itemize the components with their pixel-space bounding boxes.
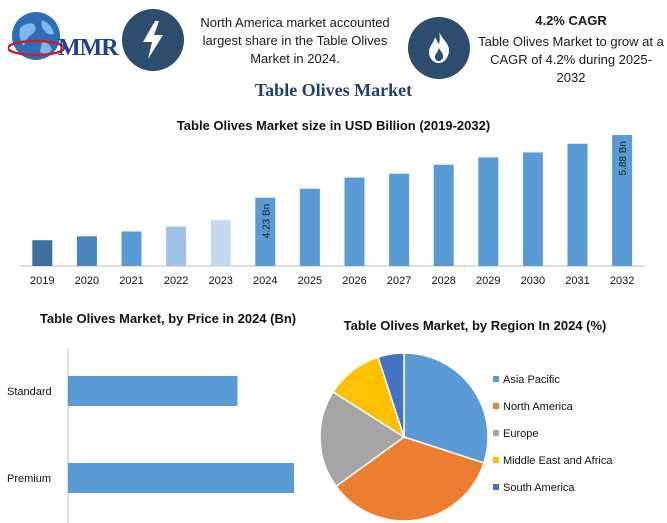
bar-2032 [612, 135, 633, 266]
bar-2023 [210, 220, 231, 266]
x-tick-label: 2031 [565, 275, 589, 287]
cagr-title: 4.2% CAGR [535, 13, 607, 28]
bar-2027 [389, 173, 410, 266]
legend-item: South America [493, 482, 575, 494]
bar-2026 [344, 177, 365, 266]
x-tick-label: 2029 [476, 275, 500, 287]
bar-chart-title: Table Olives Market size in USD Billion … [176, 118, 491, 133]
y-tick-label: Standard [7, 386, 52, 398]
x-tick-label: 2023 [208, 275, 232, 287]
legend-swatch [493, 430, 499, 437]
pie-slice-europe [319, 390, 406, 488]
bar-data-label: 4.23 Bn [261, 204, 272, 238]
x-tick-label: 2024 [253, 275, 277, 287]
bar-2021 [121, 231, 142, 266]
logo-text: MMR [58, 35, 119, 61]
legend-item: Asia Pacific [493, 374, 560, 386]
logo: MMR [8, 8, 119, 68]
pie-slice-asia-pacific [403, 352, 489, 464]
flame-icon [429, 31, 450, 63]
x-tick-label: 2032 [610, 275, 634, 287]
price-bar-chart: Standard Premium [7, 348, 294, 523]
info-cagr: Table Olives Market to grow at a CAGR of… [478, 34, 664, 85]
region-chart-title-text: Table Olives Market, by Region In 2024 (… [343, 318, 607, 333]
lightning-icon-circle [122, 9, 184, 71]
legend-label: Middle East and Africa [503, 455, 613, 467]
bar-2031 [567, 143, 588, 266]
x-tick-label: 2028 [431, 275, 455, 287]
legend-label: North America [503, 401, 573, 413]
legend-label: Asia Pacific [503, 374, 560, 386]
x-tick-label: 2022 [164, 275, 188, 287]
x-tick-label: 2021 [119, 275, 143, 287]
hbar-standard [68, 376, 238, 406]
hbar-premium [68, 463, 294, 493]
bar-2028 [433, 164, 454, 266]
x-tick-label: 2026 [342, 275, 366, 287]
bar-2025 [299, 188, 320, 266]
bar-2022 [166, 226, 187, 266]
region-pie-chart [319, 352, 489, 522]
pie-slice-south-america [377, 352, 405, 438]
legend-item: Middle East and Africa [493, 455, 612, 467]
bar-data-label: 5.88 Bn [618, 141, 629, 175]
legend-label: Europe [503, 428, 539, 440]
x-tick-label: 2030 [521, 275, 545, 287]
bar-2020 [76, 236, 97, 266]
bar-2024 [255, 197, 276, 266]
price-chart-title-text: Table Olives Market, by Price in 2024 (B… [39, 311, 297, 326]
bar-2019 [32, 240, 53, 266]
bar-2029 [478, 157, 499, 266]
pie-slice-north-america [334, 436, 485, 522]
legend-item: Europe [493, 428, 538, 440]
legend-item: North America [493, 401, 573, 413]
globe-icon [8, 12, 66, 60]
legend-swatch [493, 484, 499, 491]
x-tick-label: 2020 [75, 275, 99, 287]
x-tick-label: 2025 [298, 275, 322, 287]
y-tick-label: Premium [7, 473, 51, 485]
legend-swatch [493, 457, 499, 464]
legend-label: South America [503, 482, 575, 494]
region-chart-title: Table Olives Market, by Region In 2024 (… [340, 318, 610, 333]
size-bar-chart: 2019 2020 2021 2022 2023 2024 4.23 Bn 2025 2026 2… [20, 135, 645, 287]
price-chart-title: Table Olives Market, by Price in 2024 (B… [20, 311, 316, 326]
x-tick-label: 2019 [30, 275, 54, 287]
flame-icon-circle [408, 17, 470, 79]
x-tick-label: 2027 [387, 275, 411, 287]
info-north-america: North America market accounted largest s… [200, 15, 390, 66]
legend-swatch [493, 376, 499, 383]
bar-2030 [522, 152, 543, 266]
legend-swatch [493, 403, 499, 410]
page-title: Table Olives Market [254, 80, 413, 100]
lightning-bolt-icon [143, 21, 163, 59]
